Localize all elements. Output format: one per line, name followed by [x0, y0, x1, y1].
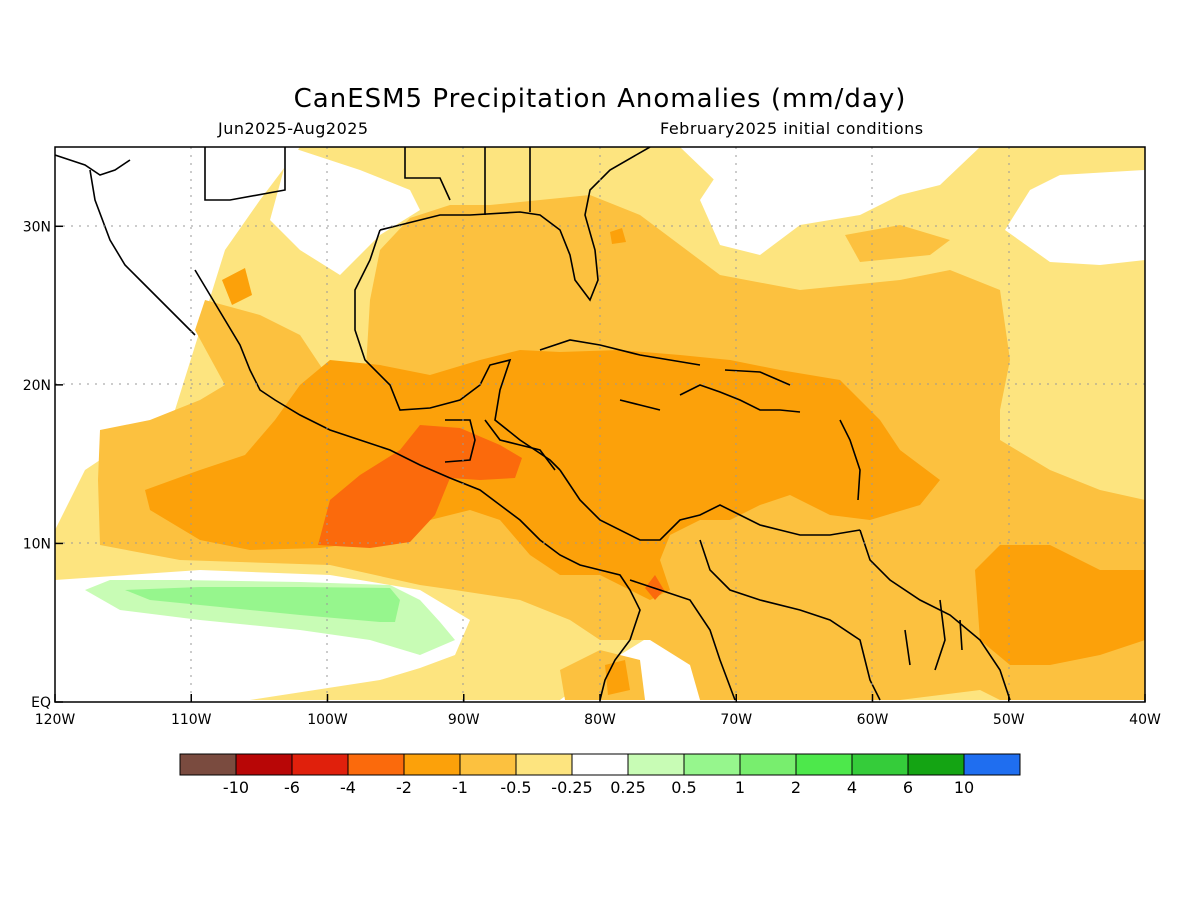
- colorbar-swatch: [291, 753, 349, 776]
- y-tick-label: EQ: [31, 695, 51, 711]
- anomaly-region-orange: [610, 228, 626, 244]
- neutral-region: [270, 147, 420, 275]
- colorbar-label: -0.5: [500, 778, 531, 797]
- x-tick-label: 70W: [720, 712, 752, 728]
- colorbar: -10 -6 -4 -2 -1 -0.5 -0.25 0.25 0.5 1 2 4 6 10: [179, 753, 1021, 797]
- colorbar-swatch: [459, 753, 517, 776]
- colorbar-label: -6: [284, 778, 300, 797]
- colorbar-swatch: [571, 753, 629, 776]
- colorbar-swatch: [347, 753, 405, 776]
- colorbar-swatch: [795, 753, 853, 776]
- anomaly-field: [55, 147, 1145, 700]
- neutral-region: [1005, 170, 1145, 265]
- x-tick-label: 90W: [448, 712, 480, 728]
- y-tick-label: 10N: [23, 536, 51, 552]
- colorbar-label: 1: [735, 778, 745, 797]
- colorbar-swatch: [515, 753, 573, 776]
- colorbar-swatch: [963, 753, 1021, 776]
- x-tick-label: 100W: [307, 712, 348, 728]
- colorbar-swatch: [403, 753, 461, 776]
- colorbar-label: 4: [847, 778, 857, 797]
- colorbar-label: -4: [340, 778, 356, 797]
- y-tick-label: 30N: [23, 219, 51, 235]
- colorbar-label: 10: [954, 778, 974, 797]
- anomaly-region-green: [125, 587, 400, 622]
- colorbar-label: -2: [396, 778, 412, 797]
- x-tick-label: 40W: [1129, 712, 1161, 728]
- map-title: CanESM5 Precipitation Anomalies (mm/day): [293, 84, 907, 114]
- colorbar-swatch: [235, 753, 293, 776]
- colorbar-swatch: [179, 753, 237, 776]
- coastlines: [55, 147, 1011, 701]
- x-tick-label: 110W: [171, 712, 212, 728]
- colorbar-swatch: [851, 753, 909, 776]
- colorbar-label: 0.5: [671, 778, 696, 797]
- colorbar-swatch: [739, 753, 797, 776]
- x-tick-label: 60W: [857, 712, 889, 728]
- colorbar-swatch: [627, 753, 685, 776]
- x-axis: 120W 110W 100W 90W 80W 70W 60W 50W 40W: [35, 694, 1161, 728]
- y-axis: EQ 10N 20N 30N: [23, 219, 63, 711]
- neutral-region: [630, 645, 695, 700]
- anomaly-region-orange: [975, 545, 1145, 665]
- x-tick-label: 80W: [584, 712, 616, 728]
- colorbar-swatch: [683, 753, 741, 776]
- valid-period: Jun2025-Aug2025: [218, 119, 369, 138]
- x-tick-label: 50W: [993, 712, 1025, 728]
- anomaly-region-orange: [222, 268, 252, 305]
- initial-conditions: February2025 initial conditions: [660, 119, 924, 138]
- neutral-region: [700, 147, 980, 255]
- colorbar-label: -10: [223, 778, 249, 797]
- anomaly-region-yellow-orange: [845, 225, 950, 262]
- colorbar-label: -0.25: [551, 778, 592, 797]
- colorbar-label: 6: [903, 778, 913, 797]
- y-tick-label: 20N: [23, 378, 51, 394]
- colorbar-label: 0.25: [610, 778, 646, 797]
- colorbar-label: 2: [791, 778, 801, 797]
- neutral-region: [55, 147, 260, 520]
- x-tick-label: 120W: [35, 712, 76, 728]
- gridlines: [55, 147, 1145, 702]
- colorbar-swatch: [907, 753, 965, 776]
- colorbar-label: -1: [452, 778, 468, 797]
